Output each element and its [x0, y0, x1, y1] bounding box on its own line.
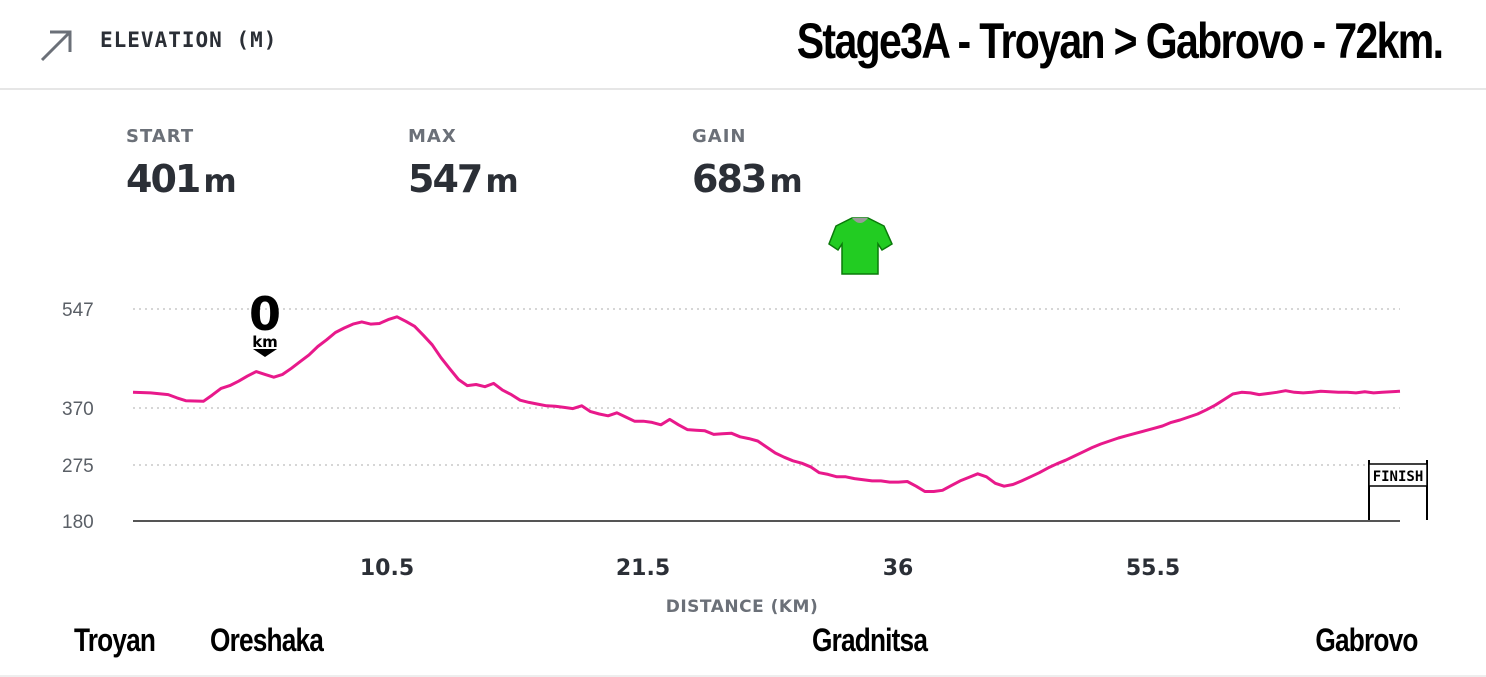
stat-max-unit: m: [485, 162, 519, 200]
stat-max-value: 547 m: [408, 157, 519, 201]
finish-label: FINISH: [1373, 469, 1424, 485]
x-tick-label: 21.5: [616, 556, 670, 581]
x-tick-label: 36: [883, 556, 914, 581]
stat-start: START 401 m: [126, 126, 237, 201]
y-tick-label: 547: [62, 300, 94, 321]
header-divider: [0, 88, 1486, 90]
stat-gain-unit: m: [769, 162, 803, 200]
place-gradnitsa: Gradnitsa: [812, 622, 928, 658]
stat-gain-value: 683 m: [692, 157, 803, 201]
stat-start-value: 401 m: [126, 157, 237, 201]
finish-banner-icon: FINISH: [1368, 460, 1428, 520]
stat-gain-label: GAIN: [692, 126, 747, 147]
y-tick-label: 370: [62, 399, 94, 420]
stat-gain: GAIN 683 m: [692, 126, 803, 201]
elevation-line: [132, 315, 1401, 493]
y-tick-label: 275: [62, 456, 94, 477]
y-tick-label: 180: [62, 512, 94, 533]
stat-max: MAX 547 m: [408, 126, 519, 201]
place-troyan: Troyan: [74, 622, 156, 658]
stat-max-number: 547: [408, 157, 483, 201]
place-oreshaka: Oreshaka: [210, 622, 324, 658]
stat-max-label: MAX: [408, 126, 457, 147]
stat-start-label: START: [126, 126, 195, 147]
x-axis-label: DISTANCE (KM): [666, 597, 818, 617]
green-jersey-icon: [828, 217, 893, 275]
start-marker-unit: km: [252, 333, 278, 351]
stat-start-unit: m: [203, 162, 237, 200]
footer-divider: [0, 675, 1486, 677]
elevation-label: ELEVATION (M): [100, 28, 278, 52]
place-gabrovo: Gabrovo: [1315, 622, 1419, 658]
arrow-up-right-icon: [40, 30, 72, 62]
x-tick-label: 10.5: [360, 556, 414, 581]
stat-start-number: 401: [126, 157, 201, 201]
page-title: Stage3A - Troyan > Gabrovo - 72km.: [796, 13, 1443, 69]
x-tick-label: 55.5: [1126, 556, 1180, 581]
zero-km-marker-icon: 0 km: [249, 287, 281, 357]
start-marker-number: 0: [249, 287, 281, 341]
stat-gain-number: 683: [692, 157, 767, 201]
